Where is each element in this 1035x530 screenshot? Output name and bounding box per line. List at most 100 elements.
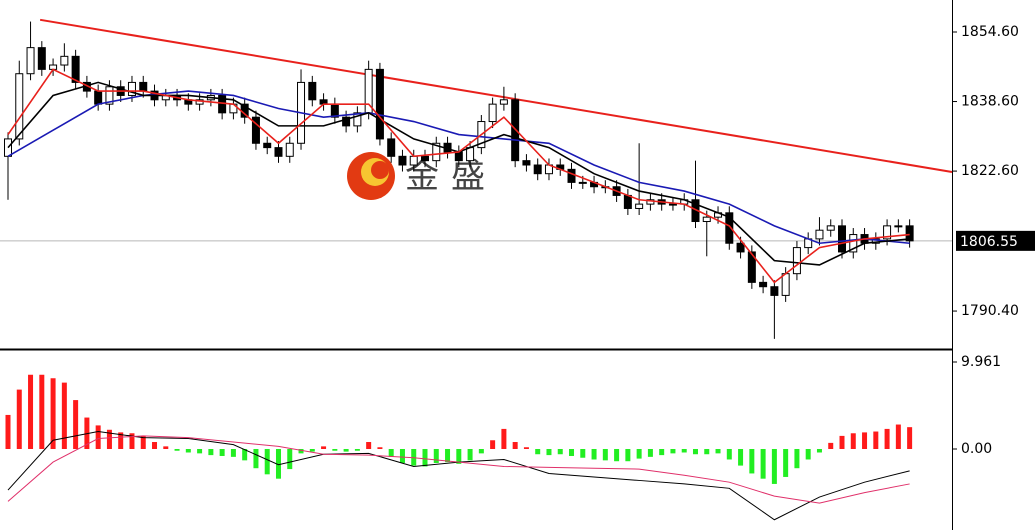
histogram-bar [50, 378, 56, 449]
histogram-bar [478, 448, 484, 454]
candle-body [488, 103, 497, 123]
y-tick-label: 1854.60 [961, 24, 1019, 40]
histogram-bar [377, 447, 383, 449]
candle-body [127, 81, 136, 96]
histogram-bar [95, 425, 101, 449]
logo-core [371, 161, 389, 179]
candle-body [578, 181, 587, 184]
histogram-bar [862, 432, 868, 449]
histogram-bar [275, 448, 281, 479]
histogram-bar [388, 448, 394, 457]
candle-body [781, 273, 790, 296]
histogram-bar [557, 448, 563, 455]
candle-body [251, 116, 260, 144]
histogram-bar [692, 448, 698, 455]
histogram-bar [704, 448, 710, 455]
histogram-bar [39, 374, 45, 449]
histogram-bar [591, 448, 597, 460]
candle-body [432, 142, 441, 162]
candle-body [398, 155, 407, 166]
histogram-bar [321, 446, 327, 449]
candle-body [353, 112, 362, 127]
candle-body [533, 164, 542, 175]
histogram-bar [445, 448, 451, 463]
candle-body [725, 212, 734, 244]
watermark: 金盛 [347, 152, 485, 200]
histogram-bar [602, 448, 608, 461]
trendline [39, 18, 953, 173]
histogram-bar [264, 448, 270, 475]
candle-body [770, 286, 779, 296]
histogram-bar [399, 448, 405, 463]
histogram-bar [614, 448, 620, 462]
candle-body [342, 116, 351, 127]
histogram-bar [569, 448, 575, 456]
histogram-bar [783, 448, 789, 477]
candle-body [849, 234, 858, 253]
candle-body [60, 55, 69, 66]
candle-body [409, 155, 418, 166]
candle-body [635, 203, 644, 209]
candle-body [71, 55, 80, 83]
histogram-bar [816, 448, 822, 453]
histogram-bar [884, 428, 890, 449]
candle-body [747, 251, 756, 283]
histogram-bar [118, 432, 124, 449]
histogram-bar [343, 448, 349, 452]
histogram-bar [174, 448, 180, 451]
histogram-bar [73, 400, 79, 449]
histogram-bar [5, 414, 11, 449]
histogram-bar [625, 448, 631, 462]
candle-body [623, 194, 632, 209]
candle-body [285, 142, 294, 157]
histogram-bar [501, 428, 507, 449]
histogram-bar [726, 448, 732, 460]
candle-body [94, 90, 103, 105]
candle-body [274, 147, 283, 157]
histogram-bar [794, 448, 800, 469]
candle-body [387, 138, 396, 157]
histogram-bar [636, 448, 642, 459]
histogram-bar [738, 448, 744, 466]
histogram-bar [771, 448, 777, 484]
histogram-bar [287, 448, 293, 470]
histogram-bar [670, 448, 676, 454]
histogram-bar [580, 448, 586, 458]
y-tick-label: 0.00 [961, 441, 992, 457]
histogram-bar [106, 429, 112, 449]
indicator-line [7, 68, 910, 284]
histogram-bar [140, 435, 146, 449]
histogram-bar [681, 448, 687, 453]
candle-body [702, 216, 711, 223]
histogram-bar [129, 433, 135, 449]
histogram-bar [28, 374, 34, 449]
histogram-bar [805, 448, 811, 460]
histogram-bar [208, 448, 214, 456]
histogram-bar [490, 440, 496, 449]
histogram-bar [647, 448, 653, 457]
histogram-bar [230, 448, 236, 457]
histogram-bar [873, 431, 879, 449]
histogram-bar [715, 448, 721, 454]
candle-body [499, 99, 508, 105]
histogram-bar [185, 448, 191, 453]
indicator-line [7, 435, 910, 504]
candle-body [37, 47, 46, 70]
candle-body [263, 142, 272, 149]
last-price-box [956, 230, 1035, 251]
y-tick-label: 1822.60 [961, 163, 1019, 179]
candle-body [567, 168, 576, 183]
histogram-bar [197, 448, 203, 454]
candle-body [736, 242, 745, 253]
histogram-bar [309, 448, 315, 452]
histogram-bar [16, 389, 22, 449]
candle-body [838, 225, 847, 253]
histogram-bar [332, 448, 338, 451]
histogram-bar [61, 382, 67, 449]
histogram-bar [760, 448, 766, 479]
histogram-bar [907, 427, 913, 449]
y-tick-label: 1838.60 [961, 94, 1019, 110]
candle-body [883, 225, 892, 240]
histogram-bar [354, 448, 360, 451]
